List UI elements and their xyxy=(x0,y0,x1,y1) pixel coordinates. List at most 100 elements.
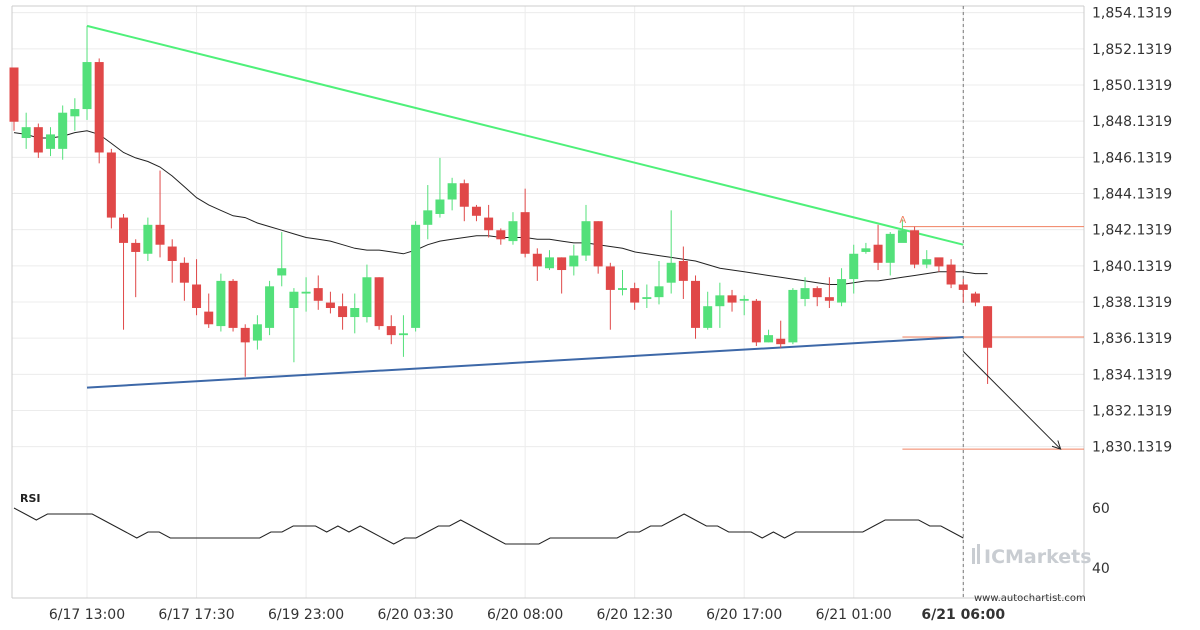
grid xyxy=(11,5,1085,599)
candle-body xyxy=(751,300,761,343)
candle-body xyxy=(119,217,129,243)
candle xyxy=(325,291,335,314)
candle xyxy=(192,259,202,316)
candle xyxy=(459,179,469,222)
candle-body xyxy=(277,268,287,276)
candle-body xyxy=(861,248,871,252)
trend-lines xyxy=(86,24,964,389)
candle-body xyxy=(557,257,567,271)
candle xyxy=(569,244,579,276)
candle xyxy=(252,315,262,350)
candle-body xyxy=(824,297,834,301)
candle-body xyxy=(544,257,554,269)
candle-body xyxy=(82,62,92,110)
candle-body xyxy=(398,333,408,336)
candle xyxy=(204,293,214,328)
candle-body xyxy=(727,295,737,303)
candle xyxy=(508,212,518,245)
candle-body xyxy=(46,134,56,149)
candle xyxy=(703,291,713,330)
rsi-tick-label: 40 xyxy=(1092,561,1110,577)
candle-body xyxy=(265,286,275,328)
candle-body xyxy=(618,288,627,290)
candle-body xyxy=(922,259,932,265)
candle xyxy=(593,221,603,274)
candle-body xyxy=(143,224,153,254)
candle-body xyxy=(715,295,725,307)
candle xyxy=(897,219,907,243)
candle xyxy=(277,232,287,287)
candle-body xyxy=(788,289,798,343)
candle xyxy=(484,204,494,238)
candle xyxy=(119,213,129,330)
resistance-line xyxy=(86,24,964,246)
candle xyxy=(131,239,141,298)
candle xyxy=(471,204,481,222)
candle xyxy=(837,268,847,307)
candle xyxy=(362,264,372,323)
candle xyxy=(544,250,554,271)
candle-body xyxy=(179,262,189,283)
x-tick-label: 6/20 17:00 xyxy=(706,607,782,623)
candle xyxy=(374,277,384,330)
candle xyxy=(106,148,116,229)
y-tick-label: 1,836.1319 xyxy=(1092,331,1172,347)
x-tick-label: 6/17 17:30 xyxy=(158,607,234,623)
candle-body xyxy=(739,298,749,301)
candle xyxy=(301,277,311,312)
candle-body xyxy=(812,288,822,298)
candle-body xyxy=(849,253,859,280)
candle xyxy=(143,217,153,261)
pattern-marker: A xyxy=(899,215,906,226)
candle xyxy=(630,282,640,310)
candle-body xyxy=(593,221,603,267)
candle xyxy=(179,257,189,301)
candle-body xyxy=(386,326,396,336)
candle xyxy=(751,298,761,346)
candle xyxy=(654,260,664,305)
candle xyxy=(265,280,275,336)
candle xyxy=(776,320,786,348)
candle xyxy=(167,239,177,283)
candle xyxy=(873,224,883,271)
candle xyxy=(983,306,993,384)
candle-body xyxy=(313,288,323,301)
candle xyxy=(289,288,299,363)
candle-body xyxy=(532,253,542,267)
candle-body xyxy=(970,293,980,303)
candle-body xyxy=(508,221,518,242)
x-tick-label: 6/19 23:00 xyxy=(268,607,344,623)
rsi-label: RSI xyxy=(20,492,41,505)
candle-body xyxy=(471,206,481,216)
candle-body xyxy=(630,288,640,303)
candle xyxy=(922,250,932,269)
candle xyxy=(9,67,19,131)
candle-body xyxy=(155,224,165,245)
candle xyxy=(58,105,68,160)
candle-body xyxy=(21,127,31,139)
candle-body xyxy=(350,308,360,318)
candle xyxy=(788,288,798,345)
candle-body xyxy=(106,152,116,218)
candle-body xyxy=(678,260,688,281)
x-tick-label: 6/17 13:00 xyxy=(49,607,125,623)
candle xyxy=(447,177,457,211)
candle-body xyxy=(289,291,299,309)
x-axis: 6/17 13:00 6/17 17:30 6/19 23:00 6/20 03:30… xyxy=(49,607,1005,623)
candle-body xyxy=(946,264,956,285)
candle-body xyxy=(642,297,652,299)
watermark-logo-icon xyxy=(972,548,975,564)
candle xyxy=(691,275,701,339)
candle xyxy=(849,244,859,294)
candle xyxy=(812,286,822,307)
candle-body xyxy=(496,230,506,240)
x-tick-label: 6/21 06:00 xyxy=(921,607,1005,623)
y-tick-label: 1,840.1319 xyxy=(1092,259,1172,275)
candle xyxy=(605,262,615,330)
candle-body xyxy=(192,284,202,309)
y-axis: 1,854.1319 1,852.1319 1,850.1319 1,848.1319… xyxy=(1092,6,1172,456)
rsi-panel: 60 40 xyxy=(13,501,1110,577)
y-tick-label: 1,838.1319 xyxy=(1092,295,1172,311)
candle xyxy=(338,293,348,330)
candle xyxy=(666,210,676,294)
